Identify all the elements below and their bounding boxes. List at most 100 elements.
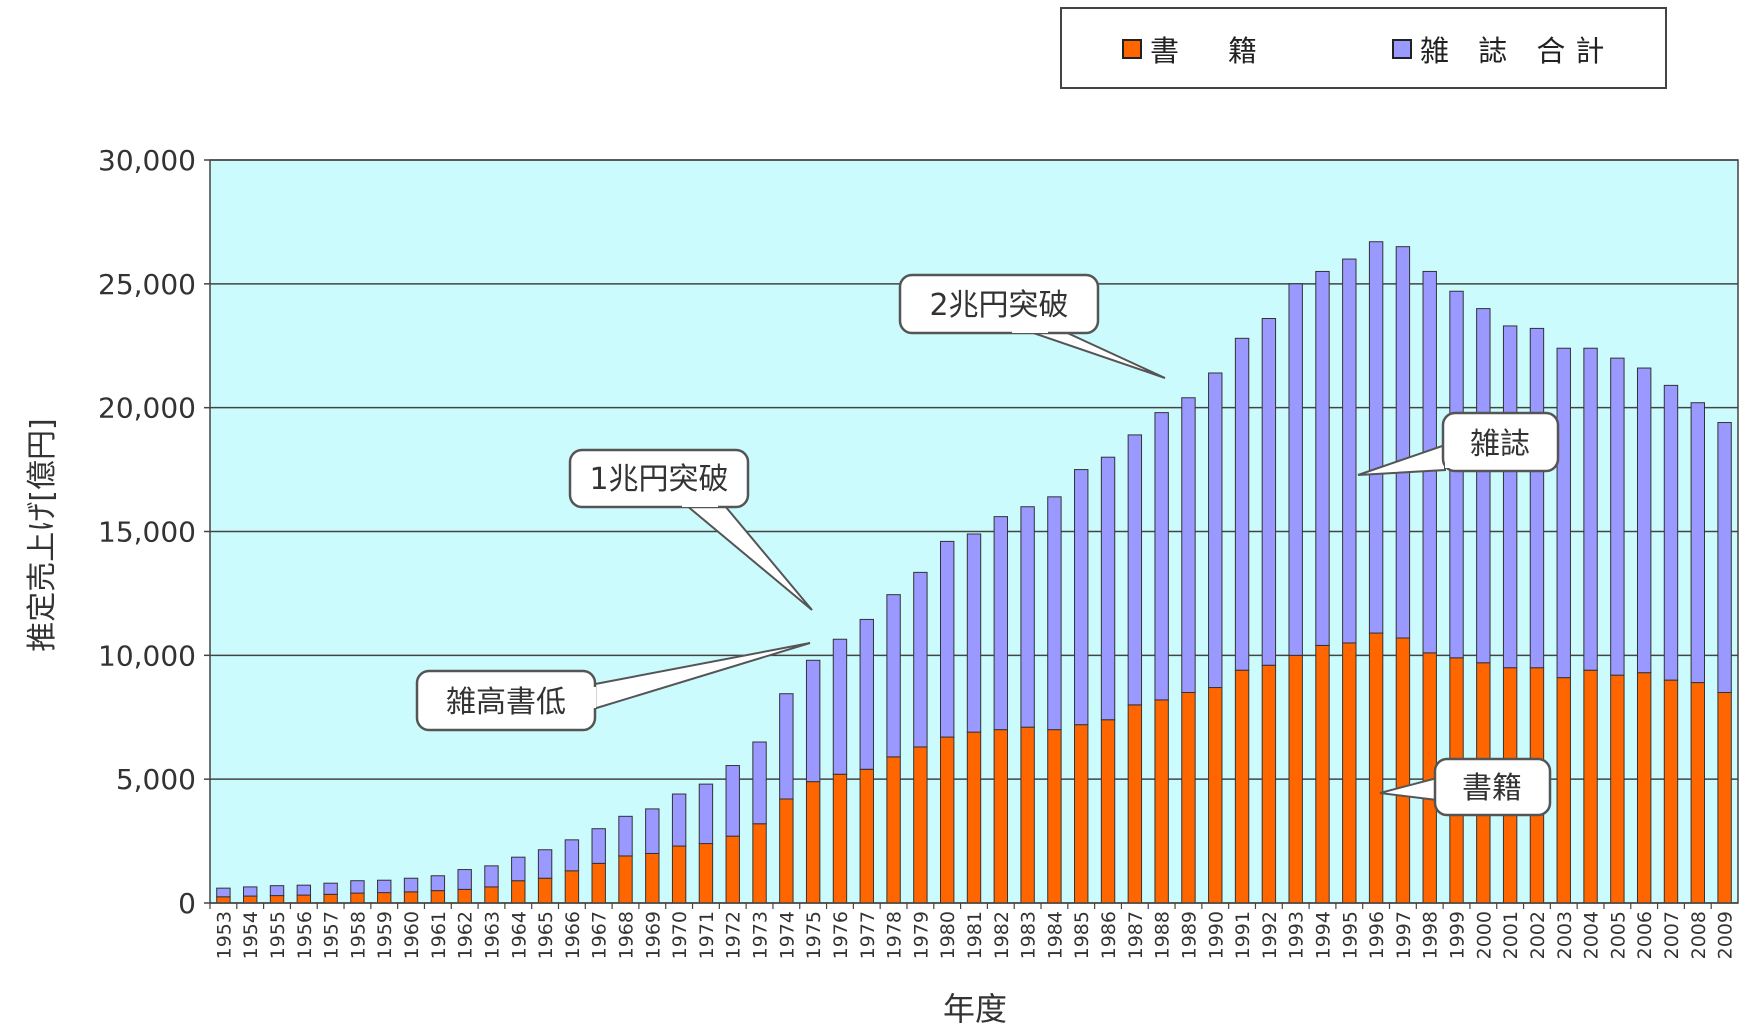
- bar-books-1991: [1234, 669, 1250, 904]
- x-tick-label: 1996: [1366, 911, 1388, 959]
- bar-magazines-1957: [323, 882, 338, 895]
- bar-books-2005: [1610, 674, 1625, 904]
- y-tick-label: 30,000: [98, 144, 196, 177]
- x-tick-labels: 1953 1954 1955 1956 1957 1958 1959 1960 1961 1962…: [209, 903, 1737, 959]
- bar-books-1968: [618, 855, 633, 904]
- x-tick-label: 1979: [910, 911, 932, 959]
- bar-books-1975: [805, 781, 821, 904]
- x-tick-label: 1966: [562, 911, 584, 959]
- bar-magazines-1983: [1020, 506, 1035, 728]
- bar-magazines-1979: [913, 571, 928, 748]
- bar-magazines-1955: [269, 885, 285, 897]
- bar-books-1959: [377, 892, 392, 904]
- bar-magazines-1987: [1127, 434, 1143, 706]
- callout-zakkou-shotei-text: 雑高書低: [446, 685, 566, 720]
- x-tick-label: 1989: [1178, 911, 1200, 959]
- bar-books-1992: [1261, 664, 1277, 904]
- y-tick-labels: 0 5,000 10,000 15,000 20,000 25,000 30,000: [98, 144, 196, 920]
- x-tick-label: 1964: [508, 911, 530, 959]
- x-tick-label: 1967: [589, 911, 611, 959]
- bar-magazines-2009: [1717, 422, 1732, 693]
- x-tick-label: 2008: [1688, 911, 1710, 959]
- bar-books-1976: [832, 773, 848, 904]
- bar-magazines-2003: [1556, 347, 1571, 679]
- x-tick-label: 2007: [1661, 911, 1683, 959]
- bar-books-2007: [1663, 679, 1679, 904]
- bar-magazines-1958: [350, 880, 365, 894]
- bar-magazines-1994: [1315, 270, 1330, 646]
- x-tick-label: 1976: [830, 911, 852, 959]
- y-axis-label: 推定売上げ[億円]: [25, 418, 60, 651]
- x-tick-label: 1984: [1044, 911, 1066, 959]
- bar-books-1965: [537, 877, 553, 904]
- bar-magazines-1992: [1261, 318, 1277, 666]
- x-tick-label: 1981: [964, 911, 986, 959]
- bar-magazines-2005: [1610, 357, 1625, 676]
- x-tick-label: 1994: [1312, 911, 1334, 959]
- bar-magazines-1962: [457, 869, 472, 890]
- x-tick-label: 2001: [1500, 911, 1522, 959]
- x-tick-label: 1990: [1205, 911, 1227, 959]
- bar-magazines-2007: [1663, 384, 1679, 681]
- y-tick-label: 15,000: [98, 516, 196, 549]
- x-tick-label: 1962: [455, 911, 477, 959]
- x-tick-label: 1959: [374, 911, 396, 959]
- bar-magazines-2004: [1583, 347, 1598, 671]
- bar-books-1957: [323, 893, 338, 904]
- bar-books-1972: [725, 835, 740, 904]
- x-tick-label: 1953: [213, 911, 235, 959]
- bar-magazines-1976: [832, 638, 848, 775]
- bar-books-1960: [403, 891, 419, 904]
- x-tick-label: 2006: [1634, 911, 1656, 959]
- bar-books-1969: [645, 852, 660, 904]
- bar-magazines-2008: [1690, 402, 1705, 684]
- bar-magazines-1977: [859, 618, 874, 770]
- x-tick-label: 1993: [1286, 911, 1308, 959]
- bar-books-1984: [1047, 729, 1062, 904]
- bar-magazines-1954: [243, 886, 258, 897]
- y-tick-label: 25,000: [98, 268, 196, 301]
- bar-magazines-1989: [1181, 397, 1196, 693]
- x-tick-label: 2004: [1581, 911, 1603, 959]
- bar-books-1973: [752, 823, 767, 904]
- bar-magazines-1985: [1074, 469, 1089, 726]
- magazines-swatch: [1392, 39, 1412, 59]
- y-tick-label: 0: [178, 887, 196, 920]
- bar-books-1987: [1127, 704, 1143, 904]
- x-tick-label: 1960: [401, 911, 423, 959]
- y-tick-label: 10,000: [98, 639, 196, 672]
- bar-magazines-1953: [216, 887, 231, 898]
- x-tick-label: 1977: [857, 911, 879, 959]
- x-tick-label: 1978: [884, 911, 906, 959]
- bar-books-1956: [296, 894, 312, 904]
- bar-books-1979: [913, 746, 928, 904]
- bar-magazines-1971: [698, 783, 714, 845]
- x-tick-label: 1958: [347, 911, 369, 959]
- x-tick-label: 1972: [723, 911, 745, 959]
- bar-books-1971: [698, 843, 714, 904]
- bar-magazines-1993: [1288, 283, 1303, 656]
- y-tick-label: 5,000: [116, 763, 196, 796]
- bar-books-2003: [1556, 677, 1571, 904]
- bar-books-1964: [511, 880, 526, 904]
- bar-magazines-1981: [966, 533, 982, 733]
- y-tick-label: 20,000: [98, 392, 196, 425]
- x-tick-label: 1983: [1018, 911, 1040, 959]
- bar-magazines-1990: [1208, 372, 1223, 689]
- bar-magazines-1961: [430, 875, 446, 892]
- x-tick-label: 1971: [696, 911, 718, 959]
- x-tick-label: 2003: [1554, 911, 1576, 959]
- bar-magazines-1973: [752, 741, 767, 825]
- x-tick-label: 1956: [294, 911, 316, 959]
- x-tick-label: 1998: [1420, 911, 1442, 959]
- bar-magazines-2001: [1502, 325, 1518, 669]
- legend-item-books: 書 籍: [1122, 31, 1267, 68]
- bar-books-1962: [457, 888, 472, 904]
- legend-item-magazines: 雑 誌 合計: [1392, 31, 1614, 68]
- callout-two-trillion-text: 2兆円突破: [929, 288, 1068, 323]
- x-tick-label: 2000: [1473, 911, 1495, 959]
- x-tick-label: 1965: [535, 911, 557, 959]
- bar-books-1996: [1368, 632, 1384, 904]
- x-tick-label: 1995: [1339, 911, 1361, 959]
- bar-magazines-1986: [1100, 456, 1116, 721]
